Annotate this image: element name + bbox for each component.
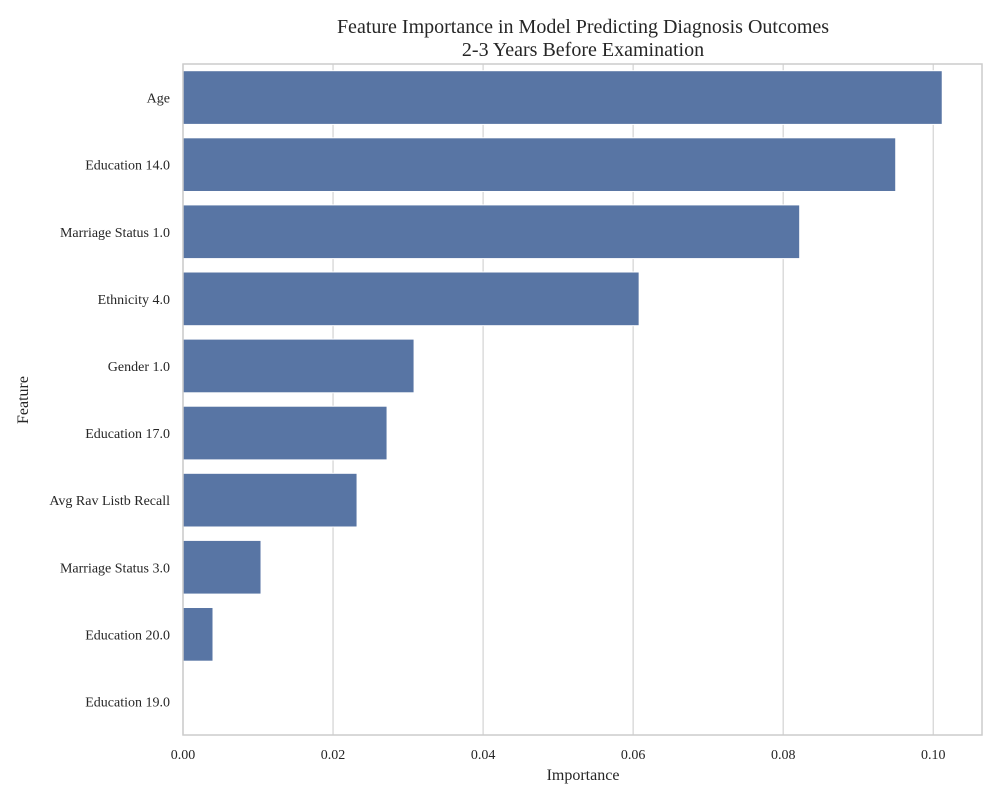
x-axis-label: Importance	[547, 767, 620, 784]
bar-8	[182, 607, 214, 662]
bar-5	[182, 405, 388, 461]
bar-0	[182, 70, 943, 125]
y-tick-labels: Age Education 14.0 Marriage Status 1.0 Ethn…	[49, 92, 170, 711]
x-tick-label-3: 0.06	[621, 748, 646, 763]
y-tick-label-7: Marriage Status 3.0	[60, 561, 170, 576]
y-tick-label-4: Gender 1.0	[108, 360, 170, 375]
chart-title-line-2: 2-3 Years Before Examination	[462, 39, 704, 61]
x-tick-labels: 0.00 0.02 0.04 0.06 0.08 0.10	[171, 748, 946, 763]
y-tick-label-0: Age	[147, 92, 170, 107]
axes-frame	[182, 63, 983, 736]
y-tick-label-6: Avg Rav Listb Recall	[49, 494, 170, 509]
bar-2	[182, 204, 801, 260]
y-tick-label-3: Ethnicity 4.0	[98, 293, 170, 308]
y-tick-label-9: Education 19.0	[85, 695, 170, 710]
plot-frame	[182, 63, 983, 736]
x-tick-label-1: 0.02	[321, 748, 346, 763]
y-tick-label-2: Marriage Status 1.0	[60, 226, 170, 241]
x-tick-label-0: 0.00	[171, 748, 196, 763]
x-tick-label-5: 0.10	[921, 748, 946, 763]
bars	[182, 70, 943, 662]
bar-7	[182, 539, 262, 595]
y-tick-label-1: Education 14.0	[85, 159, 170, 174]
bar-4	[182, 338, 415, 394]
bar-3	[182, 271, 640, 327]
x-tick-label-2: 0.04	[471, 748, 496, 763]
y-tick-label-5: Education 17.0	[85, 427, 170, 442]
y-tick-label-8: Education 20.0	[85, 628, 170, 643]
bar-6	[182, 472, 358, 528]
y-axis-label: Feature	[15, 376, 32, 424]
x-tick-label-4: 0.08	[771, 748, 796, 763]
bar-1	[182, 137, 897, 192]
chart-title-line-1: Feature Importance in Model Predicting D…	[337, 16, 829, 38]
